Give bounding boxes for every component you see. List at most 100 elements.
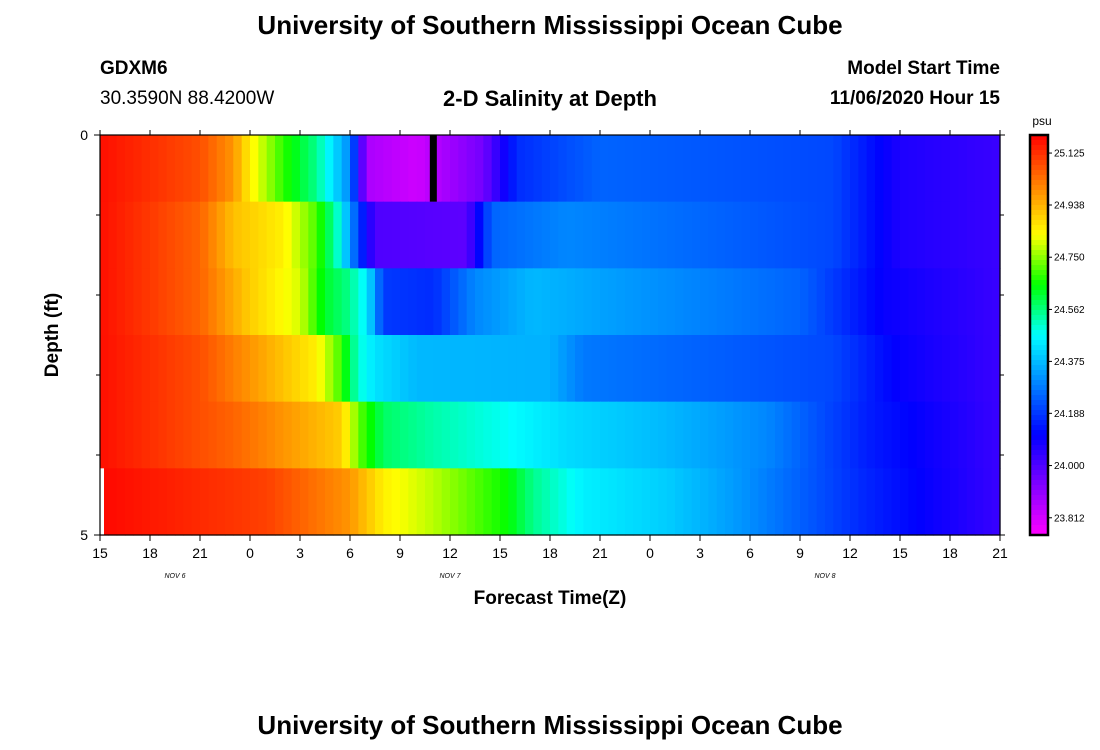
colorbar-cell bbox=[1030, 175, 1048, 181]
heatmap-cell bbox=[116, 401, 126, 469]
heatmap-cell bbox=[550, 401, 559, 469]
heatmap-cell bbox=[450, 401, 459, 469]
heatmap-cell bbox=[325, 401, 334, 469]
heatmap-cell bbox=[333, 268, 343, 336]
heatmap-cell bbox=[958, 201, 968, 269]
heatmap-cell bbox=[258, 268, 268, 336]
heatmap-cell bbox=[700, 268, 709, 336]
heatmap-cell bbox=[233, 268, 243, 336]
heatmap-cell bbox=[825, 468, 834, 536]
heatmap-cell bbox=[416, 268, 426, 336]
heatmap-cell bbox=[416, 201, 426, 269]
heatmap-cell bbox=[958, 468, 968, 536]
heatmap-cell bbox=[191, 268, 201, 336]
heatmap-cell bbox=[291, 468, 301, 536]
colorbar-frame bbox=[1028, 133, 1050, 537]
heatmap-cell bbox=[891, 401, 901, 469]
heatmap-cell bbox=[258, 401, 268, 469]
heatmap-cell bbox=[416, 335, 426, 403]
heatmap-cell bbox=[291, 135, 301, 203]
colorbar-cell bbox=[1030, 275, 1048, 281]
heatmap-cell bbox=[758, 335, 768, 403]
heatmap-cell bbox=[191, 335, 201, 403]
heatmap-cell bbox=[516, 135, 526, 203]
colorbar-cell bbox=[1030, 260, 1048, 266]
heatmap-cell bbox=[575, 201, 584, 269]
heatmap-cell bbox=[350, 401, 359, 469]
heatmap-cell bbox=[950, 401, 959, 469]
heatmap-cell bbox=[633, 201, 643, 269]
heatmap-cell bbox=[858, 401, 868, 469]
heatmap-cell bbox=[675, 401, 684, 469]
heatmap-cell bbox=[766, 135, 776, 203]
heatmap-cell bbox=[733, 401, 743, 469]
heatmap-cell bbox=[775, 135, 784, 203]
heatmap-cell bbox=[516, 268, 526, 336]
y-axis-ticks: 05 bbox=[80, 127, 1005, 543]
colorbar-cell bbox=[1030, 290, 1048, 296]
heatmap-cell bbox=[458, 335, 468, 403]
heatmap-cell bbox=[858, 135, 868, 203]
colorbar-cell bbox=[1030, 345, 1048, 351]
heatmap-cell bbox=[991, 201, 1001, 269]
colorbar-cell bbox=[1030, 140, 1048, 146]
heatmap-cell bbox=[866, 201, 876, 269]
heatmap-cell bbox=[300, 135, 309, 203]
heatmap-cell bbox=[933, 335, 943, 403]
heatmap-cell bbox=[291, 401, 301, 469]
heatmap-cell bbox=[608, 468, 618, 536]
colorbar-cell bbox=[1030, 470, 1048, 476]
heatmap-cell bbox=[475, 335, 484, 403]
heatmap-cell bbox=[833, 468, 843, 536]
heatmap-cell bbox=[308, 468, 318, 536]
heatmap-cell bbox=[258, 201, 268, 269]
heatmap-cell bbox=[941, 201, 951, 269]
heatmap-cell bbox=[441, 468, 451, 536]
heatmap-cell bbox=[933, 268, 943, 336]
heatmap-cell bbox=[675, 135, 684, 203]
heatmap-cell bbox=[475, 135, 484, 203]
heatmap-cell bbox=[925, 335, 934, 403]
colorbar-cell bbox=[1030, 330, 1048, 336]
colorbar-cell bbox=[1030, 315, 1048, 321]
heatmap-cell bbox=[425, 468, 434, 536]
heatmap-cell bbox=[716, 268, 726, 336]
heatmap-cell bbox=[308, 201, 318, 269]
heatmap-cell bbox=[458, 468, 468, 536]
heatmap-cell bbox=[250, 268, 259, 336]
heatmap-cell bbox=[725, 268, 734, 336]
heatmap-cell bbox=[575, 268, 584, 336]
heatmap-cell bbox=[741, 401, 751, 469]
missing-data-markers bbox=[100, 135, 437, 535]
colorbar-cell bbox=[1030, 185, 1048, 191]
heatmap-cell bbox=[741, 468, 751, 536]
heatmap-cell bbox=[433, 335, 443, 403]
heatmap-cell bbox=[916, 401, 926, 469]
heatmap-cell bbox=[666, 201, 676, 269]
heatmap-cell bbox=[150, 401, 159, 469]
heatmap-cell bbox=[700, 401, 709, 469]
heatmap-cell bbox=[866, 335, 876, 403]
heatmap-cell bbox=[941, 268, 951, 336]
heatmap-cell bbox=[141, 401, 151, 469]
colorbar-cell bbox=[1030, 445, 1048, 451]
heatmap-cell bbox=[200, 401, 209, 469]
colorbar-cell bbox=[1030, 515, 1048, 521]
heatmap-cell bbox=[891, 268, 901, 336]
colorbar-cell bbox=[1030, 390, 1048, 396]
heatmap-cell bbox=[916, 268, 926, 336]
colorbar-units: psu bbox=[1032, 114, 1051, 128]
heatmap-cell bbox=[433, 201, 443, 269]
heatmap-cell bbox=[616, 401, 626, 469]
heatmap-cell bbox=[600, 201, 609, 269]
heatmap-cell bbox=[508, 268, 518, 336]
heatmap-cell bbox=[883, 468, 893, 536]
heatmap-cell bbox=[433, 401, 443, 469]
heatmap-cell bbox=[866, 135, 876, 203]
heatmap-cell bbox=[316, 335, 326, 403]
heatmap-cell bbox=[133, 268, 143, 336]
heatmap-cell bbox=[475, 401, 484, 469]
heatmap-cell bbox=[166, 201, 176, 269]
heatmap-cell bbox=[816, 135, 826, 203]
colorbar-cell bbox=[1030, 530, 1048, 536]
